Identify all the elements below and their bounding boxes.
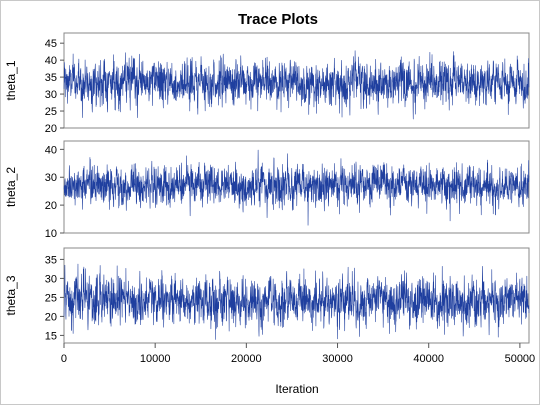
trace-panel-theta_2: 10 20 30 40 theta_2 <box>4 140 530 240</box>
y-tick-label-theta_2: 10 <box>45 228 57 240</box>
y-tick-label-theta_2: 40 <box>45 144 57 156</box>
trace-line-theta_2 <box>63 149 530 226</box>
x-axis: 0 10000 20000 30000 40000 50000 <box>61 343 535 365</box>
y-tick-label-theta_3: 15 <box>45 330 57 342</box>
trace-line-theta_1 <box>63 50 530 120</box>
x-axis-label: Iteration <box>275 382 318 396</box>
trace-panels: 20 25 30 35 40 45 theta_1 10 20 30 40 theta_2 15 20 25… <box>4 32 530 344</box>
trace-panel-theta_3: 15 20 25 30 35 theta_3 <box>4 247 530 344</box>
trace-panel-theta_1: 20 25 30 35 40 45 theta_1 <box>4 32 530 135</box>
x-tick-label: 10000 <box>140 353 171 365</box>
x-tick-label: 0 <box>61 353 67 365</box>
y-tick-label-theta_3: 35 <box>45 254 57 266</box>
y-tick-label-theta_1: 35 <box>45 72 57 84</box>
y-tick-label-theta_1: 40 <box>45 55 57 67</box>
y-tick-label-theta_3: 30 <box>45 273 57 285</box>
y-tick-label-theta_1: 45 <box>45 38 57 50</box>
x-tick-label: 20000 <box>231 353 262 365</box>
x-tick-label: 30000 <box>322 353 353 365</box>
y-tick-label-theta_3: 25 <box>45 292 57 304</box>
y-tick-label-theta_2: 20 <box>45 200 57 212</box>
y-axis-label-theta_1: theta_1 <box>4 60 18 100</box>
y-tick-label-theta_2: 30 <box>45 172 57 184</box>
y-tick-label-theta_1: 25 <box>45 106 57 118</box>
x-tick-label: 40000 <box>413 353 444 365</box>
y-tick-label-theta_3: 20 <box>45 311 57 323</box>
trace-line-theta_3 <box>63 263 530 340</box>
chart-title: Trace Plots <box>238 11 318 28</box>
y-tick-label-theta_1: 20 <box>45 123 57 135</box>
y-axis-label-theta_3: theta_3 <box>4 275 18 315</box>
y-axis-label-theta_2: theta_2 <box>4 167 18 207</box>
x-tick-label: 50000 <box>505 353 536 365</box>
y-tick-label-theta_1: 30 <box>45 89 57 101</box>
